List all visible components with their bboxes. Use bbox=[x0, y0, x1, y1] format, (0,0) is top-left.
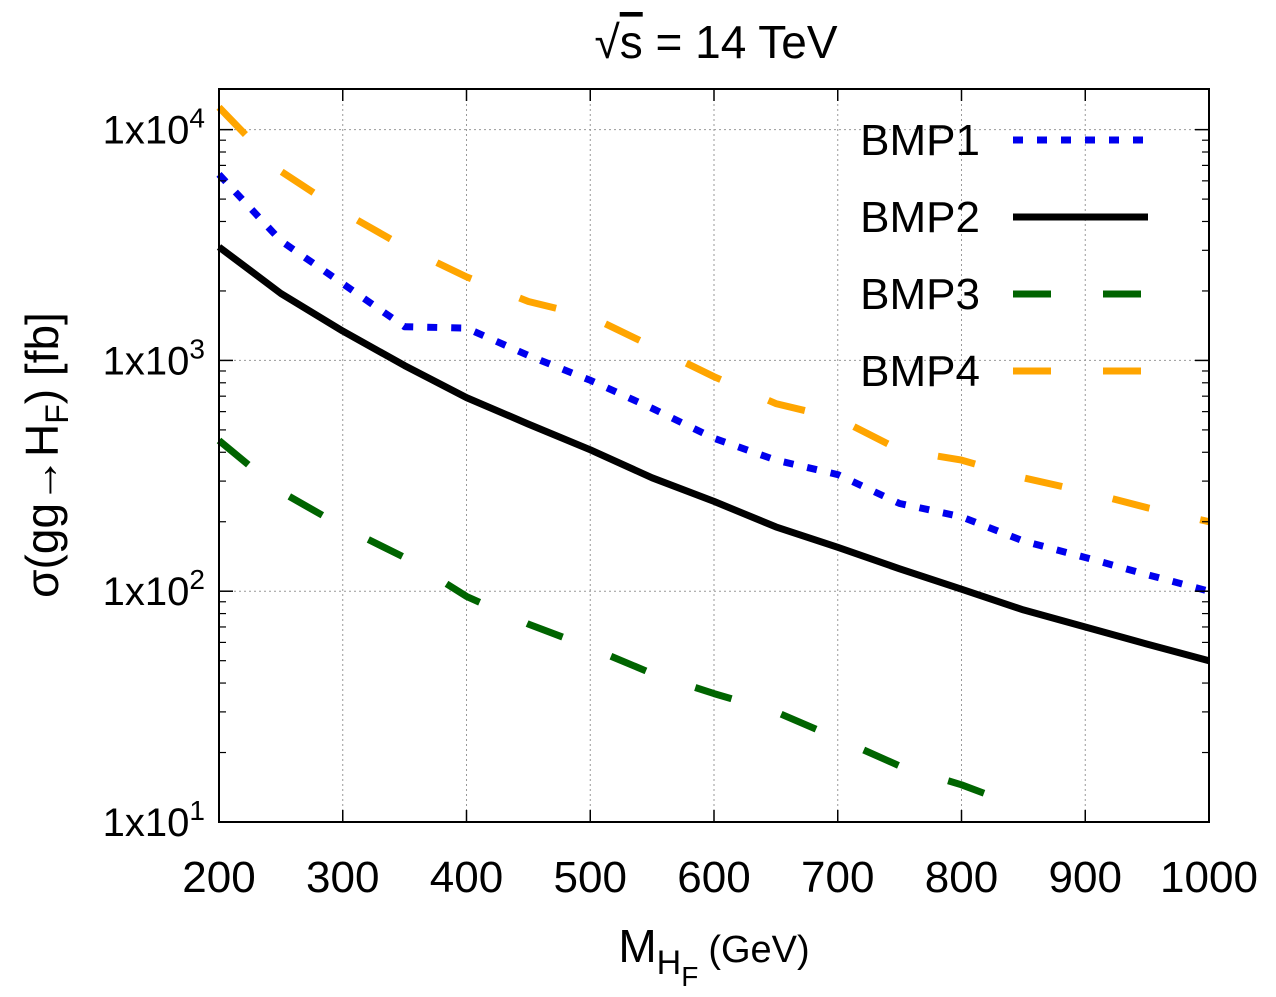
y-label-post: ) [fb] bbox=[16, 312, 68, 404]
y-label-pre: σ(gg bbox=[16, 503, 68, 598]
y-tick-exp: 4 bbox=[189, 103, 205, 134]
y-tick-label: 1x102 bbox=[103, 564, 205, 614]
x-label-main: M bbox=[618, 920, 656, 972]
x-axis-label: MHF (GeV) bbox=[618, 920, 809, 992]
y-tick-label: 1x103 bbox=[103, 333, 205, 383]
title-rest: = 14 TeV bbox=[643, 16, 838, 68]
title-var: s bbox=[620, 16, 643, 68]
series-line-bmp4 bbox=[216, 104, 1210, 526]
x-tick-label: 400 bbox=[430, 853, 503, 902]
y-tick-base: 1x10 bbox=[103, 339, 190, 383]
title-sqrt: √ bbox=[594, 16, 620, 68]
y-tick-base: 1x10 bbox=[103, 801, 190, 845]
series-line-bmp3 bbox=[216, 437, 1025, 812]
y-tick-exp: 2 bbox=[189, 564, 205, 595]
y-tick-exp: 1 bbox=[189, 795, 205, 826]
y-tick-label: 1x104 bbox=[103, 103, 205, 153]
legend-label: BMP3 bbox=[860, 270, 980, 319]
y-tick-base: 1x10 bbox=[103, 570, 190, 614]
y-label-H: H bbox=[16, 424, 68, 457]
x-tick-label: 500 bbox=[554, 853, 627, 902]
chart-title: √s = 14 TeV bbox=[594, 16, 837, 68]
series-line-bmp1 bbox=[216, 172, 1210, 595]
x-tick-label: 300 bbox=[306, 853, 379, 902]
legend-label: BMP2 bbox=[860, 193, 980, 242]
y-label-sub: F bbox=[39, 404, 75, 424]
x-label-sub: H bbox=[657, 944, 682, 982]
x-label-subsub: F bbox=[681, 961, 698, 992]
x-tick-label: 200 bbox=[182, 853, 255, 902]
series-line-bmp2 bbox=[216, 244, 1210, 665]
y-tick-base: 1x10 bbox=[103, 109, 190, 153]
legend-label: BMP1 bbox=[860, 116, 980, 165]
y-label-arrow: → bbox=[16, 457, 68, 503]
series-group bbox=[216, 104, 1210, 812]
x-tick-label: 800 bbox=[925, 853, 998, 902]
ticks bbox=[218, 89, 1210, 823]
legend: BMP1 BMP2 BMP3 BMP4 bbox=[860, 116, 1148, 396]
y-axis-label: σ(gg→HF) [fb] bbox=[16, 312, 75, 598]
grid bbox=[219, 89, 1209, 822]
y-tick-label: 1x101 bbox=[103, 795, 205, 845]
x-tick-label: 900 bbox=[1049, 853, 1122, 902]
x-tick-labels: 200 300 400 500 600 700 800 900 1000 bbox=[182, 853, 1258, 902]
x-tick-label: 1000 bbox=[1160, 853, 1258, 902]
legend-label: BMP4 bbox=[860, 347, 980, 396]
x-tick-label: 700 bbox=[801, 853, 874, 902]
x-label-unit: (GeV) bbox=[708, 929, 809, 971]
x-tick-label: 600 bbox=[677, 853, 750, 902]
y-tick-exp: 3 bbox=[189, 333, 205, 364]
